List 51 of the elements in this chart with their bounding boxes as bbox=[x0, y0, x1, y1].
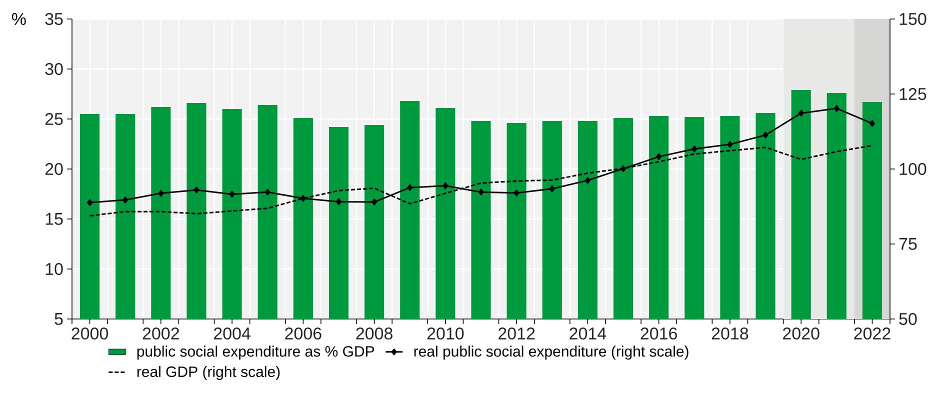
point bbox=[264, 188, 270, 196]
y-axis-title: % bbox=[12, 13, 26, 25]
x-tick-label: 2002 bbox=[142, 328, 179, 340]
x-tick-label: 2016 bbox=[640, 328, 677, 340]
point bbox=[300, 195, 306, 202]
y2-tick-label: 100 bbox=[900, 162, 926, 176]
point bbox=[336, 198, 342, 206]
x-tick-label: 2008 bbox=[356, 328, 392, 340]
y-tick-label: 25 bbox=[45, 112, 63, 126]
y2-tick-label: 50 bbox=[899, 312, 917, 326]
y-tick-label: 15 bbox=[46, 213, 63, 225]
x-tick-label: 2014 bbox=[570, 328, 606, 340]
legend-label: real public social expenditure (right scale) bbox=[414, 346, 688, 360]
point bbox=[762, 132, 768, 138]
y2-tick-label: 125 bbox=[900, 88, 926, 100]
point bbox=[727, 141, 733, 148]
point bbox=[834, 105, 840, 112]
y2-tick-label: 75 bbox=[899, 238, 917, 250]
legend-label: real GDP (right scale) bbox=[137, 366, 280, 380]
point bbox=[229, 190, 235, 198]
point bbox=[372, 198, 378, 206]
point bbox=[549, 185, 555, 192]
x-tick-label: 2006 bbox=[285, 328, 322, 340]
x-tick-label: 2022 bbox=[854, 328, 890, 340]
point bbox=[407, 184, 413, 191]
point bbox=[122, 196, 128, 204]
y-tick-label: 30 bbox=[45, 62, 63, 76]
x-tick-label: 2020 bbox=[783, 328, 820, 340]
point bbox=[870, 120, 875, 127]
y2-tick-label: 150 bbox=[900, 12, 926, 26]
point bbox=[656, 153, 662, 160]
point bbox=[514, 190, 520, 196]
y-tick-label: 20 bbox=[45, 162, 63, 176]
point bbox=[158, 190, 164, 197]
point bbox=[620, 165, 626, 172]
point bbox=[798, 110, 804, 117]
y-tick-label: 10 bbox=[46, 262, 63, 276]
y-tick-label: 35 bbox=[45, 12, 63, 26]
x-tick-label: 2010 bbox=[427, 328, 464, 340]
point bbox=[87, 199, 92, 206]
point bbox=[585, 177, 590, 184]
point bbox=[692, 146, 698, 152]
y-tick-label: 5 bbox=[54, 313, 63, 325]
point bbox=[442, 182, 448, 190]
x-tick-label: 2004 bbox=[214, 328, 250, 340]
point bbox=[478, 188, 484, 196]
point bbox=[194, 186, 200, 194]
x-tick-label: 2018 bbox=[712, 328, 748, 340]
legend-label: public social expenditure as % GDP bbox=[137, 346, 374, 360]
x-tick-label: 2012 bbox=[498, 328, 535, 340]
x-tick-label: 2000 bbox=[72, 328, 108, 340]
